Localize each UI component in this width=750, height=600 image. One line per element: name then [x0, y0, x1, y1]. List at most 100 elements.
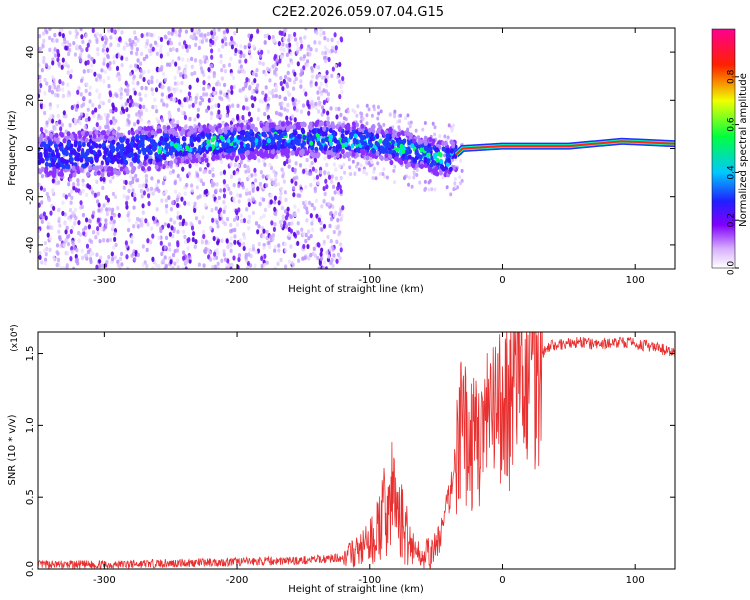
spectrogram-cell — [136, 119, 140, 125]
spectrogram-cell — [331, 196, 335, 201]
spectrogram-cell — [367, 132, 372, 138]
spectrogram-cell — [305, 63, 309, 68]
spectrogram-cell — [306, 47, 310, 52]
spectrogram-cell — [210, 127, 215, 134]
spectrogram-cell — [355, 146, 360, 153]
spectrogram-cell — [271, 34, 275, 40]
spectrogram-cell — [52, 166, 57, 172]
spectrogram-cell — [314, 146, 319, 152]
spectrogram-cell — [306, 99, 310, 105]
spectrogram-cell — [100, 263, 105, 269]
spectrogram-cell — [202, 92, 206, 97]
spectrogram-cell — [280, 143, 285, 150]
spectrogram-cell — [169, 47, 173, 53]
spectrogram-cell — [388, 112, 392, 117]
spectrogram-cell — [190, 34, 194, 40]
spectrogram-cell — [264, 85, 268, 90]
spectrogram-cell — [86, 59, 90, 66]
spectrogram-cell — [318, 86, 322, 91]
spectrogram-cell — [296, 46, 300, 51]
spectrogram-cell — [124, 101, 128, 106]
spectrogram-cell — [156, 128, 161, 134]
spectrogram-cell — [154, 164, 159, 170]
spectrogram-cell — [167, 128, 172, 134]
snr-x-tick-label: -200 — [226, 575, 249, 586]
spectrogram-cell — [128, 102, 132, 108]
spectrogram-cell — [113, 236, 117, 242]
spectrogram-cell — [50, 161, 55, 168]
spectrogram-cell — [159, 240, 163, 246]
spectrogram-cell — [188, 104, 192, 109]
spectrogram-cell — [225, 148, 230, 154]
spectrogram-cell — [85, 192, 89, 198]
spectrogram-cell — [334, 167, 338, 172]
spectrogram-cell — [325, 136, 330, 142]
snr-y-tick-label: 0.0 — [25, 561, 36, 577]
spectrogram-cell — [169, 217, 173, 222]
spectrogram-cell — [388, 154, 393, 160]
spectrogram-cell — [274, 88, 278, 93]
spectrogram-cell — [129, 50, 134, 55]
spectrogram-cell — [241, 105, 246, 111]
spectrogram-cell — [181, 266, 185, 269]
spectrogram-cell — [407, 182, 411, 187]
spectrogram-cell — [132, 122, 137, 127]
spectrogram-cell — [40, 67, 44, 73]
spectrogram-cell — [54, 143, 59, 149]
spectrogram-cell — [246, 260, 250, 267]
spectrogram-cell — [304, 91, 308, 97]
spectrogram-cell — [232, 130, 237, 136]
spectrogram-cell — [242, 232, 246, 237]
spectrogram-cell — [164, 145, 169, 151]
spectrogram-cell — [297, 137, 302, 143]
spectrogram-cell — [62, 243, 67, 248]
spectrogram-cell — [281, 125, 286, 131]
spectrogram-cell — [241, 129, 246, 136]
spectrogram-cell — [267, 174, 271, 179]
spectrogram-cell — [157, 141, 162, 147]
spectrogram-cell — [406, 113, 410, 118]
spectrogram-cell — [47, 197, 51, 202]
spectrogram-cell — [290, 178, 294, 184]
spectrogram-cell — [299, 79, 303, 84]
spectrogram-cell — [385, 133, 390, 139]
spectrogram-cell — [343, 170, 347, 175]
spectrogram-cell — [111, 191, 116, 197]
spectrogram-cell — [77, 238, 81, 243]
spectrogram-cell — [106, 62, 110, 68]
spectrogram-cell — [324, 78, 328, 84]
spectrogram-cell — [328, 49, 332, 55]
spectrogram-cell — [96, 51, 100, 57]
spectrogram-cell — [331, 151, 336, 157]
spectrogram-cell — [302, 65, 306, 71]
spectrogram-cell — [353, 172, 357, 177]
spectrogram-cell — [433, 125, 437, 130]
spectrogram-cell — [378, 138, 383, 144]
spectrogram-cell — [294, 76, 298, 82]
spectrogram-cell — [287, 235, 291, 241]
spectrogram-cell — [274, 211, 278, 217]
snr-x-tick-label: -300 — [93, 575, 116, 586]
spectrogram-cell — [327, 174, 332, 180]
spectrogram-cell — [260, 263, 264, 269]
spectrogram-cell — [68, 207, 73, 213]
spectrogram-cell — [284, 209, 288, 214]
spectrogram-cell — [86, 183, 90, 189]
spectrogram-cell — [312, 206, 317, 211]
spectrogram-cell — [443, 134, 447, 139]
spectrogram-cell — [322, 185, 326, 192]
spectrogram-cell — [108, 90, 112, 96]
spectrogram-cell — [296, 208, 300, 213]
spectrogram-cell — [334, 49, 338, 54]
spectrogram-cell — [104, 194, 109, 201]
spectrogram-cell — [385, 175, 389, 180]
spectrogram-cell — [287, 37, 291, 43]
spectrogram-cell — [64, 194, 68, 200]
spectrogram-cell — [85, 82, 89, 87]
spectrogram-cell — [52, 38, 56, 44]
spectrogram-cell — [80, 112, 84, 117]
spectrogram-cell — [160, 251, 164, 257]
spectrogram-cell — [412, 138, 417, 144]
spectrogram-cell — [336, 218, 340, 223]
spectrogram-cell — [295, 108, 299, 113]
